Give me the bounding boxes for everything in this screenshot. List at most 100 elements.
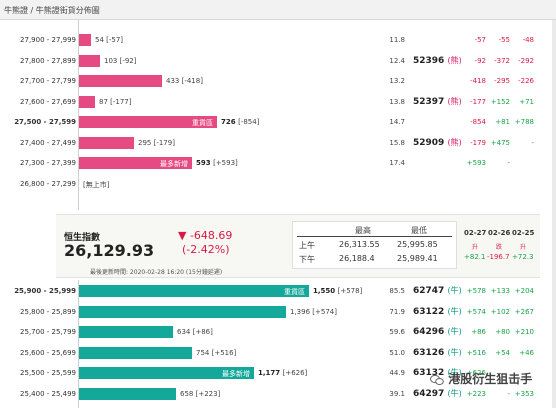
- daily-change: +788: [514, 118, 534, 126]
- index-label: 恒生指數: [64, 233, 101, 243]
- warrant-code-link[interactable]: 64296 (牛): [413, 327, 462, 337]
- ratio-value: 44.9: [389, 369, 405, 377]
- daily-change: -57: [474, 36, 486, 44]
- ratio-value: 51.0: [389, 348, 405, 357]
- outstanding-value: 754 [+516]: [196, 348, 237, 357]
- daily-change: +54: [495, 348, 510, 357]
- bear-row: 27,600 - 27,699 87 [-177] 13.8 52397 (熊) -17…: [0, 92, 556, 112]
- warrant-code-link[interactable]: 64297 (牛): [413, 388, 462, 399]
- session-pm-low: 25,989.41: [397, 254, 438, 263]
- price-range: 25,700 - 25,799: [20, 328, 76, 336]
- bull-volume-bar[interactable]: [79, 346, 192, 359]
- price-range: 27,300 - 27,399: [20, 159, 76, 167]
- index-value: 26,129.93: [64, 241, 155, 260]
- daily-change: +574: [466, 307, 486, 316]
- outstanding-value: 103 [-92]: [104, 56, 137, 65]
- bull-volume-bar[interactable]: [79, 387, 176, 400]
- date-1: 02-27: [464, 229, 487, 237]
- daily-change: +210: [514, 328, 534, 336]
- daily-change: -854: [470, 118, 486, 126]
- bull-volume-bar[interactable]: [79, 367, 254, 379]
- outstanding-value: [無上市]: [83, 180, 110, 189]
- daily-change: +626: [466, 369, 486, 377]
- bull-row: 25,500 - 25,599 最多新增 1,177 [+626] 44.9 63132…: [0, 363, 556, 383]
- bull-volume-bar[interactable]: [79, 326, 173, 338]
- page-header: 牛熊證 / 牛熊證街貨分佈圖: [0, 0, 556, 20]
- price-range: 27,800 - 27,899: [20, 56, 76, 65]
- bear-volume-bar[interactable]: [79, 75, 162, 87]
- low-header: 最低: [411, 226, 427, 235]
- bear-volume-bar[interactable]: [79, 136, 134, 149]
- outstanding-value: 54 [-57]: [95, 36, 124, 44]
- bar-tag-label: 最多新增: [160, 160, 188, 168]
- bear-row: 27,300 - 27,399 最多新增 593 [+593] 17.4 +593 -: [0, 153, 556, 173]
- outstanding-value: 1,550 [+578]: [313, 287, 363, 295]
- daily-change: +204: [514, 287, 534, 295]
- ratio-value: 14.7: [389, 118, 405, 126]
- daily-change: +71: [519, 97, 534, 106]
- ratio-value: 12.4: [389, 56, 405, 65]
- daily-change: -: [507, 159, 510, 167]
- bull-row: 25,600 - 25,699 754 [+516] 51.0 63126 (牛) +5…: [0, 343, 556, 363]
- high-low-table: 最高 最低 上午 26,313.55 25,995.85 下午 26,188.4…: [292, 221, 457, 269]
- bull-row: 25,700 - 25,799 634 [+86] 59.6 64296 (牛) +86…: [0, 322, 556, 342]
- scrollbar[interactable]: [552, 20, 556, 408]
- daily-change: +86: [471, 328, 486, 336]
- outstanding-value: 658 [+223]: [180, 389, 221, 398]
- outstanding-value: 726 [-854]: [221, 118, 260, 126]
- ratio-value: 11.8: [389, 36, 405, 44]
- bear-volume-bar[interactable]: [79, 116, 217, 128]
- session-am-high: 26,313.55: [339, 240, 380, 249]
- bear-row: 27,500 - 27,599 重貨區 726 [-854] 14.7 -854 +81 +…: [0, 112, 556, 132]
- outstanding-value: 87 [-177]: [99, 97, 132, 106]
- warrant-code-link[interactable]: 63122 (牛): [413, 306, 462, 317]
- index-change: ▼ -648.69: [178, 229, 233, 242]
- updown-3: 升: [520, 244, 527, 251]
- warrant-code-link[interactable]: 52397 (熊): [413, 96, 462, 107]
- daily-change: +102: [490, 307, 510, 316]
- outstanding-value: 634 [+86]: [177, 328, 213, 336]
- session-pm-label: 下午: [299, 255, 315, 264]
- price-range: 27,700 - 27,799: [20, 77, 76, 85]
- warrant-code-link[interactable]: 63126 (牛): [413, 347, 462, 358]
- outstanding-value: 593 [+593]: [196, 159, 238, 167]
- daily-change: +516: [466, 348, 486, 357]
- warrant-code-link[interactable]: 52396 (熊): [413, 55, 462, 66]
- axis-line-upper: [78, 20, 79, 210]
- ratio-value: 39.1: [389, 389, 405, 398]
- warrant-code-link[interactable]: 63132 (牛): [413, 368, 462, 378]
- bear-row: 27,800 - 27,899 103 [-92] 12.4 52396 (熊) -92…: [0, 51, 556, 71]
- watermark-text: 港股衍生狙击手: [448, 372, 533, 386]
- daily-change: +475: [490, 138, 510, 147]
- bull-volume-bar[interactable]: [79, 285, 309, 297]
- bear-volume-bar[interactable]: [79, 95, 95, 108]
- date-change-2: -196.7: [487, 253, 510, 261]
- price-range: 27,600 - 27,699: [20, 97, 76, 106]
- price-range: 25,900 - 25,999: [14, 287, 76, 295]
- session-am-label: 上午: [299, 241, 315, 250]
- daily-change: +353: [514, 389, 534, 398]
- bull-volume-bar[interactable]: [79, 305, 286, 318]
- daily-change: +46: [519, 348, 534, 357]
- updown-1: 升: [472, 244, 479, 251]
- bear-volume-bar[interactable]: [79, 157, 192, 169]
- daily-change: -295: [494, 77, 510, 85]
- outstanding-value: 1,177 [+626]: [258, 369, 308, 377]
- date-change-1: +82.1: [464, 253, 486, 261]
- watermark: 港股衍生狙击手: [430, 370, 532, 387]
- daily-change: -55: [498, 36, 510, 44]
- warrant-code-link[interactable]: 62747 (牛): [413, 286, 462, 296]
- ratio-value: 13.8: [389, 97, 405, 106]
- warrant-code-link[interactable]: 52909 (熊): [413, 137, 462, 148]
- date-change-3: +72.3: [512, 253, 534, 261]
- updown-2: 跌: [496, 244, 503, 251]
- bull-row: 25,900 - 25,999 重貨區 1,550 [+578] 85.5 62747 …: [0, 281, 556, 301]
- daily-change: +578: [466, 287, 486, 295]
- chat-bubble-icon: [430, 374, 444, 385]
- ratio-value: 15.8: [389, 138, 405, 147]
- bear-volume-bar[interactable]: [79, 34, 91, 46]
- outstanding-value: 433 [-418]: [166, 77, 203, 85]
- bear-volume-bar[interactable]: [79, 54, 100, 67]
- ratio-value: 59.6: [389, 328, 405, 336]
- bear-row: 27,400 - 27,499 295 [-179] 15.8 52909 (熊) -1…: [0, 133, 556, 153]
